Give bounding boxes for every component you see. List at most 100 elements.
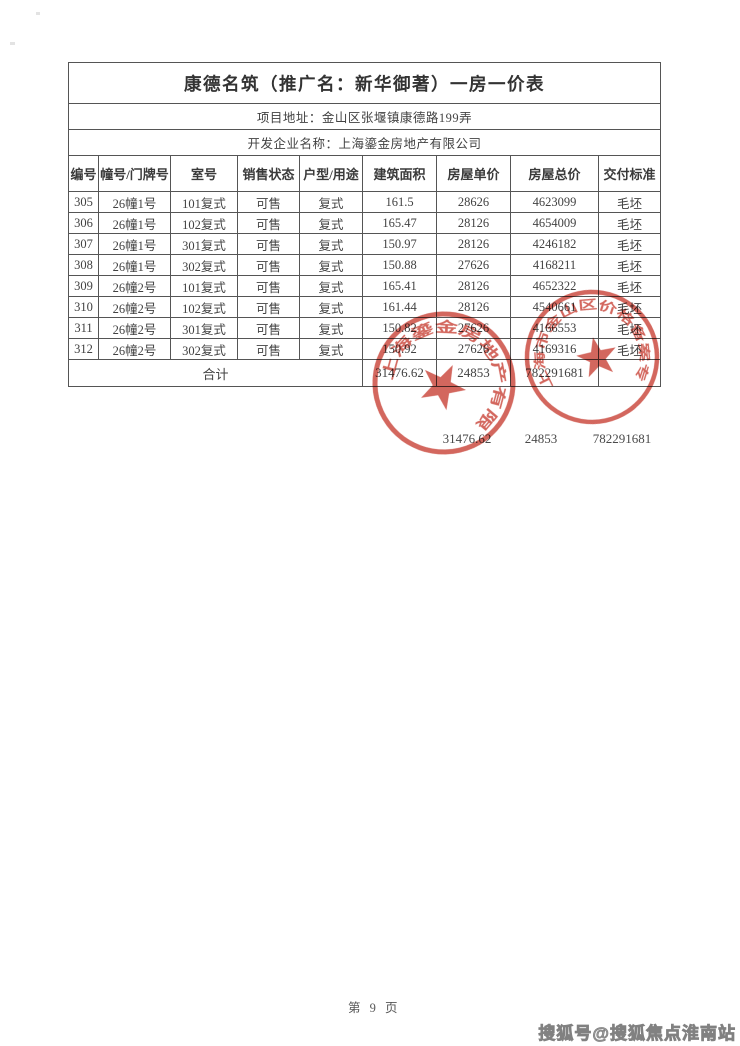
col-header-unit-type: 户型/用途 <box>299 155 363 192</box>
table-cell: 可售 <box>237 254 300 276</box>
developer-name: 开发企业名称：上海鎏金房地产有限公司 <box>67 129 662 156</box>
developer-row: 开发企业名称：上海鎏金房地产有限公司 <box>67 129 662 156</box>
table-cell: 26幢2号 <box>98 275 171 297</box>
table-cell: 复式 <box>299 338 363 360</box>
table-cell: 复式 <box>299 296 363 318</box>
col-header-id: 编号 <box>68 155 99 192</box>
table-cell: 308 <box>68 254 99 276</box>
table-cell: 150.88 <box>362 254 437 276</box>
page-title: 康德名筑（推广名：新华御著）一房一价表 <box>67 62 662 104</box>
table-cell: 27626 <box>436 317 511 339</box>
scan-speck <box>10 42 15 45</box>
table-cell: 28626 <box>436 191 511 213</box>
project-address: 项目地址：金山区张堰镇康德路199弄 <box>67 103 662 130</box>
table-cell: 4169316 <box>510 338 599 360</box>
table-cell: 可售 <box>237 212 300 234</box>
table-cell: 27626 <box>436 254 511 276</box>
table-cell: 26幢2号 <box>98 338 171 360</box>
table-cell: 4623099 <box>510 191 599 213</box>
table-cell: 毛坯 <box>597 317 662 339</box>
table-row: 312 26幢2号 302复式 可售 复式 150.92 27626 4169316 毛坯 <box>68 338 662 360</box>
table-cell: 4166553 <box>510 317 599 339</box>
table-cell: 305 <box>68 191 99 213</box>
table-cell: 26幢1号 <box>98 212 171 234</box>
table-cell: 311 <box>68 317 99 339</box>
table-cell: 可售 <box>237 338 300 360</box>
total-row: 合计 31476.62 24853 782291681 <box>68 359 662 387</box>
table-cell: 101复式 <box>170 191 238 213</box>
table-header-row: 编号 幢号/门牌号 室号 销售状态 户型/用途 建筑面积 房屋单价 房屋总价 交… <box>68 155 662 192</box>
total-price: 782291681 <box>510 359 599 387</box>
echo-total-unit-price: 24853 <box>524 431 558 446</box>
project-address-row: 项目地址：金山区张堰镇康德路199弄 <box>67 103 662 130</box>
price-list-table: 康德名筑（推广名：新华御著）一房一价表 项目地址：金山区张堰镇康德路199弄 开… <box>67 62 662 387</box>
table-cell: 复式 <box>299 275 363 297</box>
table-cell: 复式 <box>299 233 363 255</box>
table-cell: 26幢1号 <box>98 233 171 255</box>
total-area: 31476.62 <box>362 359 437 387</box>
table-title-row: 康德名筑（推广名：新华御著）一房一价表 <box>67 62 662 104</box>
table-cell: 312 <box>68 338 99 360</box>
echo-total-price: 782291681 <box>592 431 652 446</box>
total-unit-price: 24853 <box>436 359 511 387</box>
total-label: 合计 <box>68 359 363 387</box>
table-cell: 302复式 <box>170 254 238 276</box>
col-header-room: 室号 <box>170 155 238 192</box>
table-cell: 26幢2号 <box>98 317 171 339</box>
table-cell: 4652322 <box>510 275 599 297</box>
table-cell: 可售 <box>237 191 300 213</box>
table-cell: 307 <box>68 233 99 255</box>
col-header-unit-price: 房屋单价 <box>436 155 511 192</box>
table-row: 311 26幢2号 301复式 可售 复式 150.82 27626 4166553 毛坯 <box>68 317 662 339</box>
table-row: 309 26幢2号 101复式 可售 复式 165.41 28126 4652322 毛坯 <box>68 275 662 297</box>
table-row: 308 26幢1号 302复式 可售 复式 150.88 27626 4168211 毛坯 <box>68 254 662 276</box>
table-cell: 可售 <box>237 233 300 255</box>
echo-total-area: 31476.62 <box>442 431 492 446</box>
table-cell: 150.97 <box>362 233 437 255</box>
col-header-sale-status: 销售状态 <box>237 155 300 192</box>
table-cell: 161.44 <box>362 296 437 318</box>
table-cell: 复式 <box>299 191 363 213</box>
table-cell: 复式 <box>299 254 363 276</box>
table-cell: 28126 <box>436 275 511 297</box>
table-cell: 毛坯 <box>597 275 662 297</box>
table-cell: 28126 <box>436 212 511 234</box>
table-cell: 161.5 <box>362 191 437 213</box>
page-number: 第 9 页 <box>348 1001 401 1015</box>
col-header-area: 建筑面积 <box>362 155 437 192</box>
table-cell: 4540661 <box>510 296 599 318</box>
table-cell: 毛坯 <box>597 296 662 318</box>
table-cell: 复式 <box>299 212 363 234</box>
table-row: 310 26幢2号 102复式 可售 复式 161.44 28126 4540661 毛坯 <box>68 296 662 318</box>
table-cell: 复式 <box>299 317 363 339</box>
table-cell: 310 <box>68 296 99 318</box>
col-header-total-price: 房屋总价 <box>510 155 599 192</box>
table-cell: 可售 <box>237 275 300 297</box>
table-cell: 102复式 <box>170 212 238 234</box>
table-cell: 101复式 <box>170 275 238 297</box>
table-cell: 150.82 <box>362 317 437 339</box>
table-cell: 4654009 <box>510 212 599 234</box>
table-cell: 302复式 <box>170 338 238 360</box>
table-row: 307 26幢1号 301复式 可售 复式 150.97 28126 4246182 毛坯 <box>68 233 662 255</box>
table-cell: 309 <box>68 275 99 297</box>
table-cell: 165.47 <box>362 212 437 234</box>
table-cell: 可售 <box>237 317 300 339</box>
table-cell: 26幢1号 <box>98 254 171 276</box>
table-cell: 28126 <box>436 296 511 318</box>
table-row: 306 26幢1号 102复式 可售 复式 165.47 28126 4654009 毛坯 <box>68 212 662 234</box>
table-cell: 26幢2号 <box>98 296 171 318</box>
table-cell: 26幢1号 <box>98 191 171 213</box>
table-cell: 301复式 <box>170 317 238 339</box>
table-cell: 165.41 <box>362 275 437 297</box>
table-cell: 可售 <box>237 296 300 318</box>
table-cell: 毛坯 <box>597 233 662 255</box>
table-cell: 27626 <box>436 338 511 360</box>
table-cell: 102复式 <box>170 296 238 318</box>
totals-echo-line: 31476.62 24853 782291681 <box>430 431 728 447</box>
col-header-building: 幢号/门牌号 <box>98 155 171 192</box>
table-cell: 毛坯 <box>597 212 662 234</box>
table-cell: 毛坯 <box>597 338 662 360</box>
table-cell: 毛坯 <box>597 191 662 213</box>
